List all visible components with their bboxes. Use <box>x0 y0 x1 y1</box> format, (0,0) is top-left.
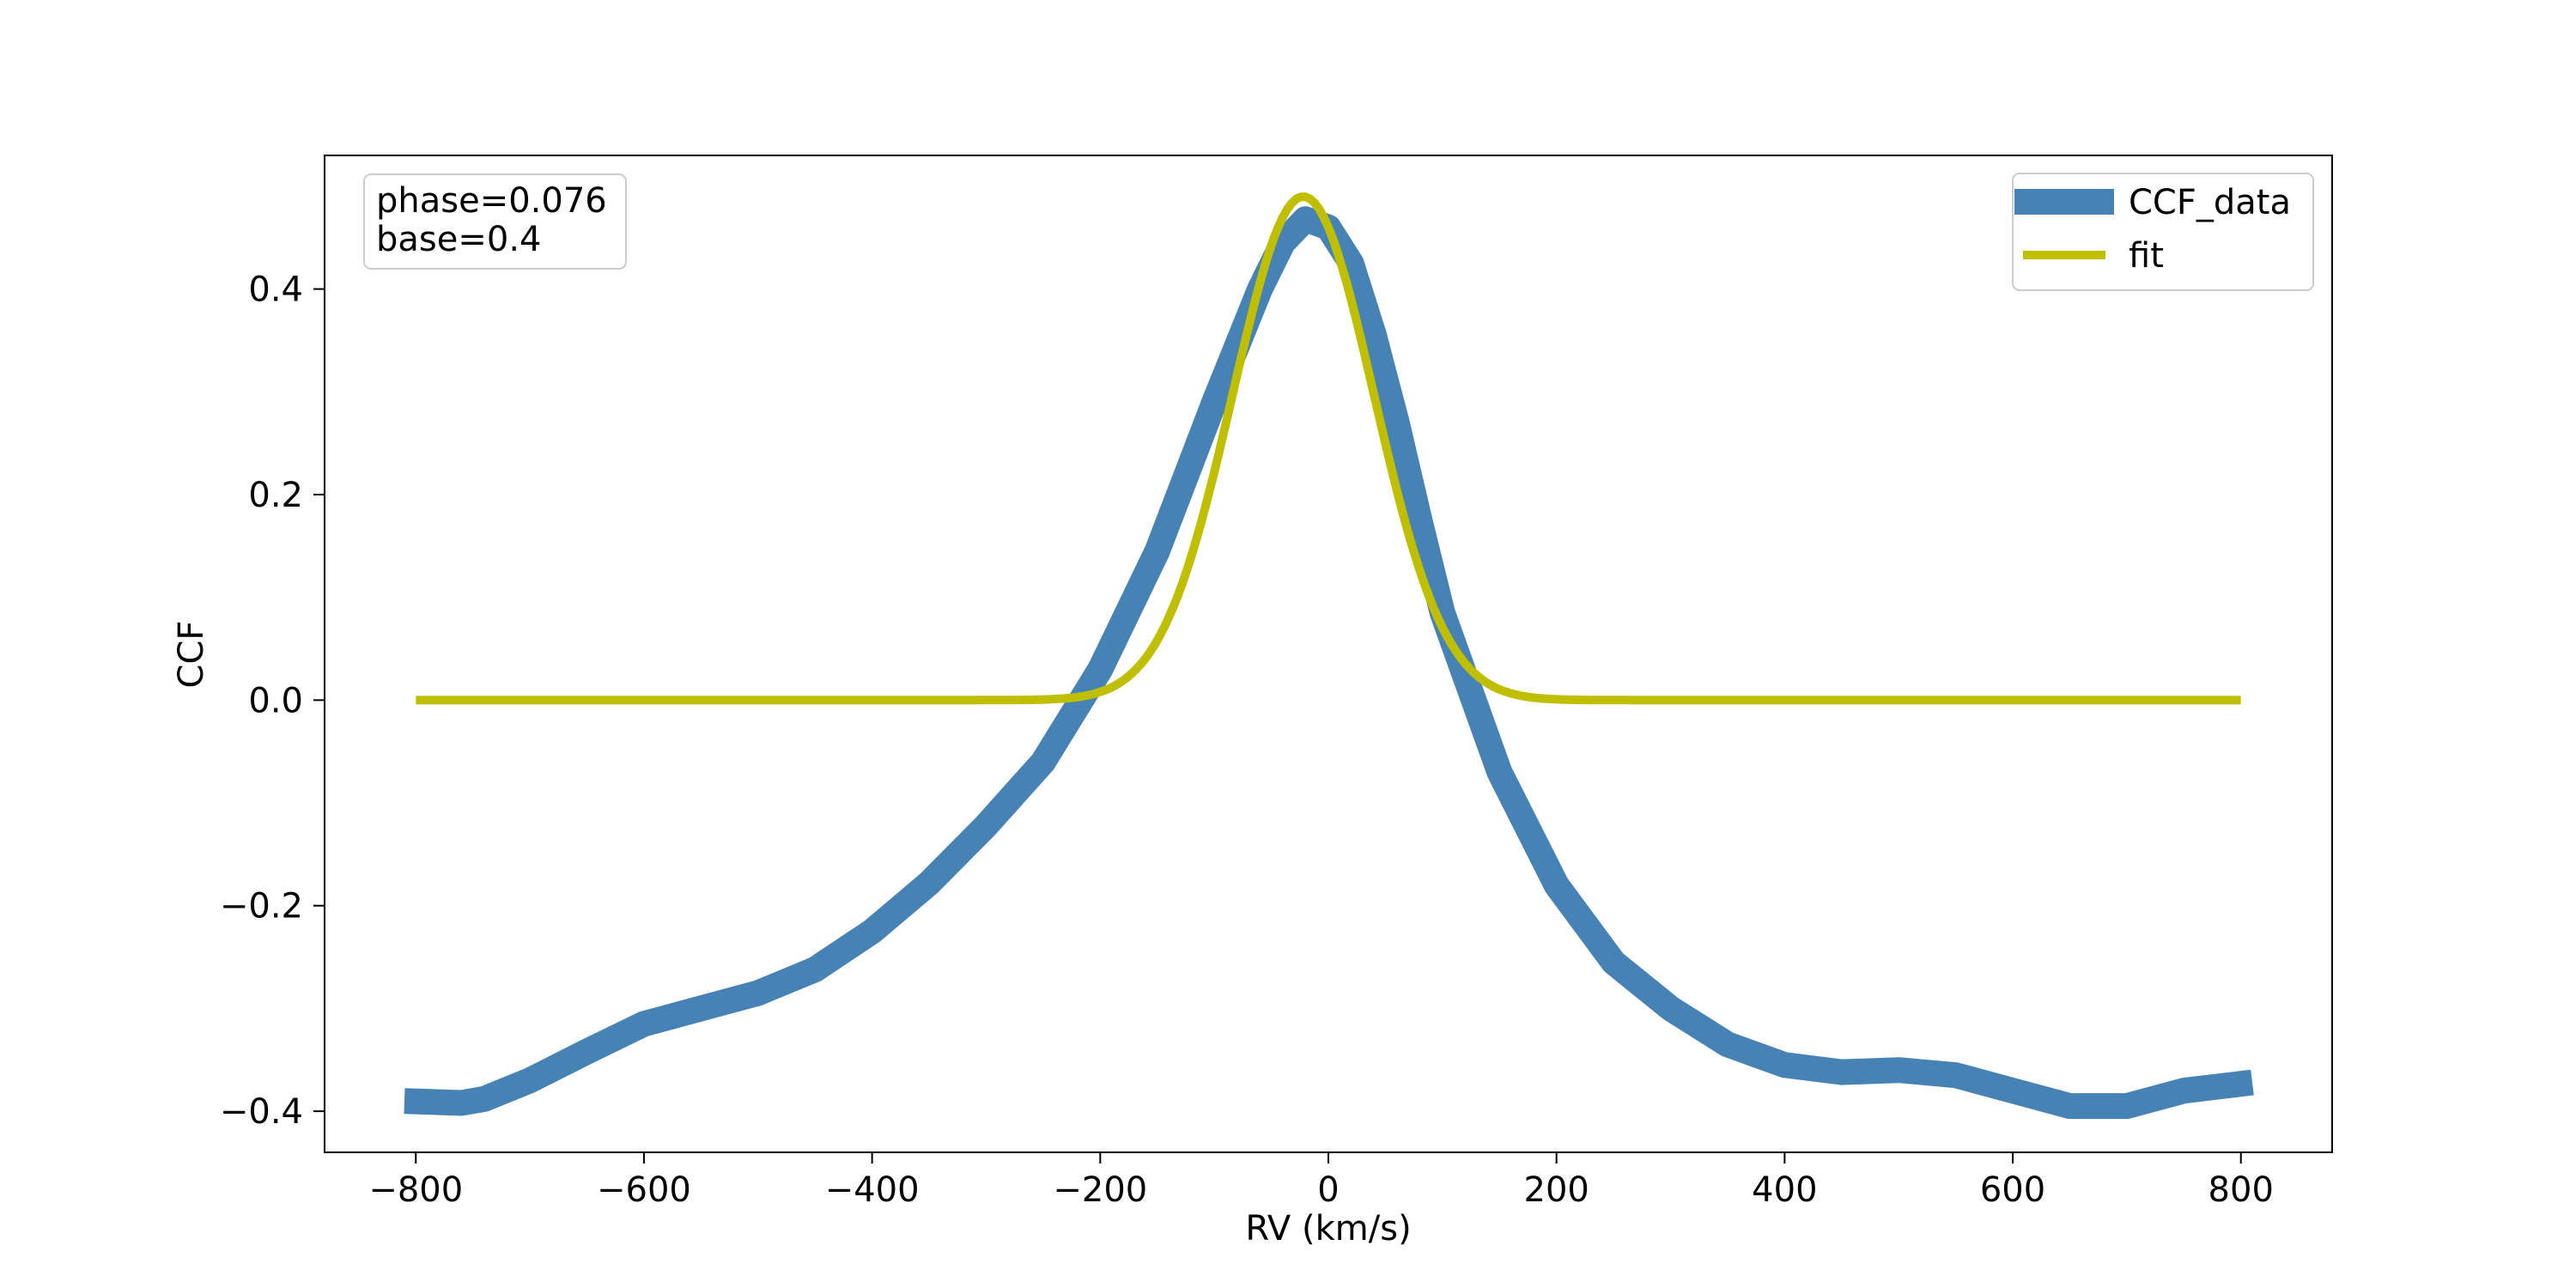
x-tick-label: −800 <box>368 1170 463 1210</box>
y-tick-label: 0.4 <box>248 270 303 310</box>
x-tick-label: 800 <box>2208 1170 2274 1210</box>
legend: CCF_data fit <box>2012 173 2314 291</box>
y-tick-label: −0.4 <box>220 1092 303 1132</box>
x-axis: −800 −600 −400 −200 0 200 400 600 800 <box>368 1152 2274 1210</box>
y-tick-label: 0.2 <box>248 476 303 515</box>
annotation-phase: phase=0.076 <box>376 181 607 221</box>
x-tick-label: 400 <box>1752 1170 1817 1210</box>
plot-frame <box>324 155 2333 1153</box>
y-axis-label: CCF <box>172 621 211 689</box>
annotation-box: phase=0.076 base=0.4 <box>363 173 627 270</box>
x-axis-label: RV (km/s) <box>1245 1209 1411 1249</box>
x-tick-label: 600 <box>1980 1170 2045 1210</box>
x-tick-label: −600 <box>597 1170 691 1210</box>
x-tick-label: −200 <box>1053 1170 1147 1210</box>
legend-label-ccf-data: CCF_data <box>2129 183 2291 222</box>
x-tick-label: 0 <box>1317 1170 1339 1210</box>
y-axis: −0.4 −0.2 0.0 0.2 0.4 <box>220 270 325 1132</box>
x-tick-label: 200 <box>1524 1170 1589 1210</box>
series-line-fit <box>416 192 2241 705</box>
y-tick-label: 0.0 <box>248 681 303 720</box>
x-tick-label: −400 <box>825 1170 920 1210</box>
annotation-base: base=0.4 <box>376 220 541 259</box>
series-line-ccf-data <box>404 206 2254 1120</box>
y-tick-label: −0.2 <box>220 887 303 927</box>
legend-label-fit: fit <box>2129 236 2164 276</box>
series-layer <box>404 192 2254 1120</box>
